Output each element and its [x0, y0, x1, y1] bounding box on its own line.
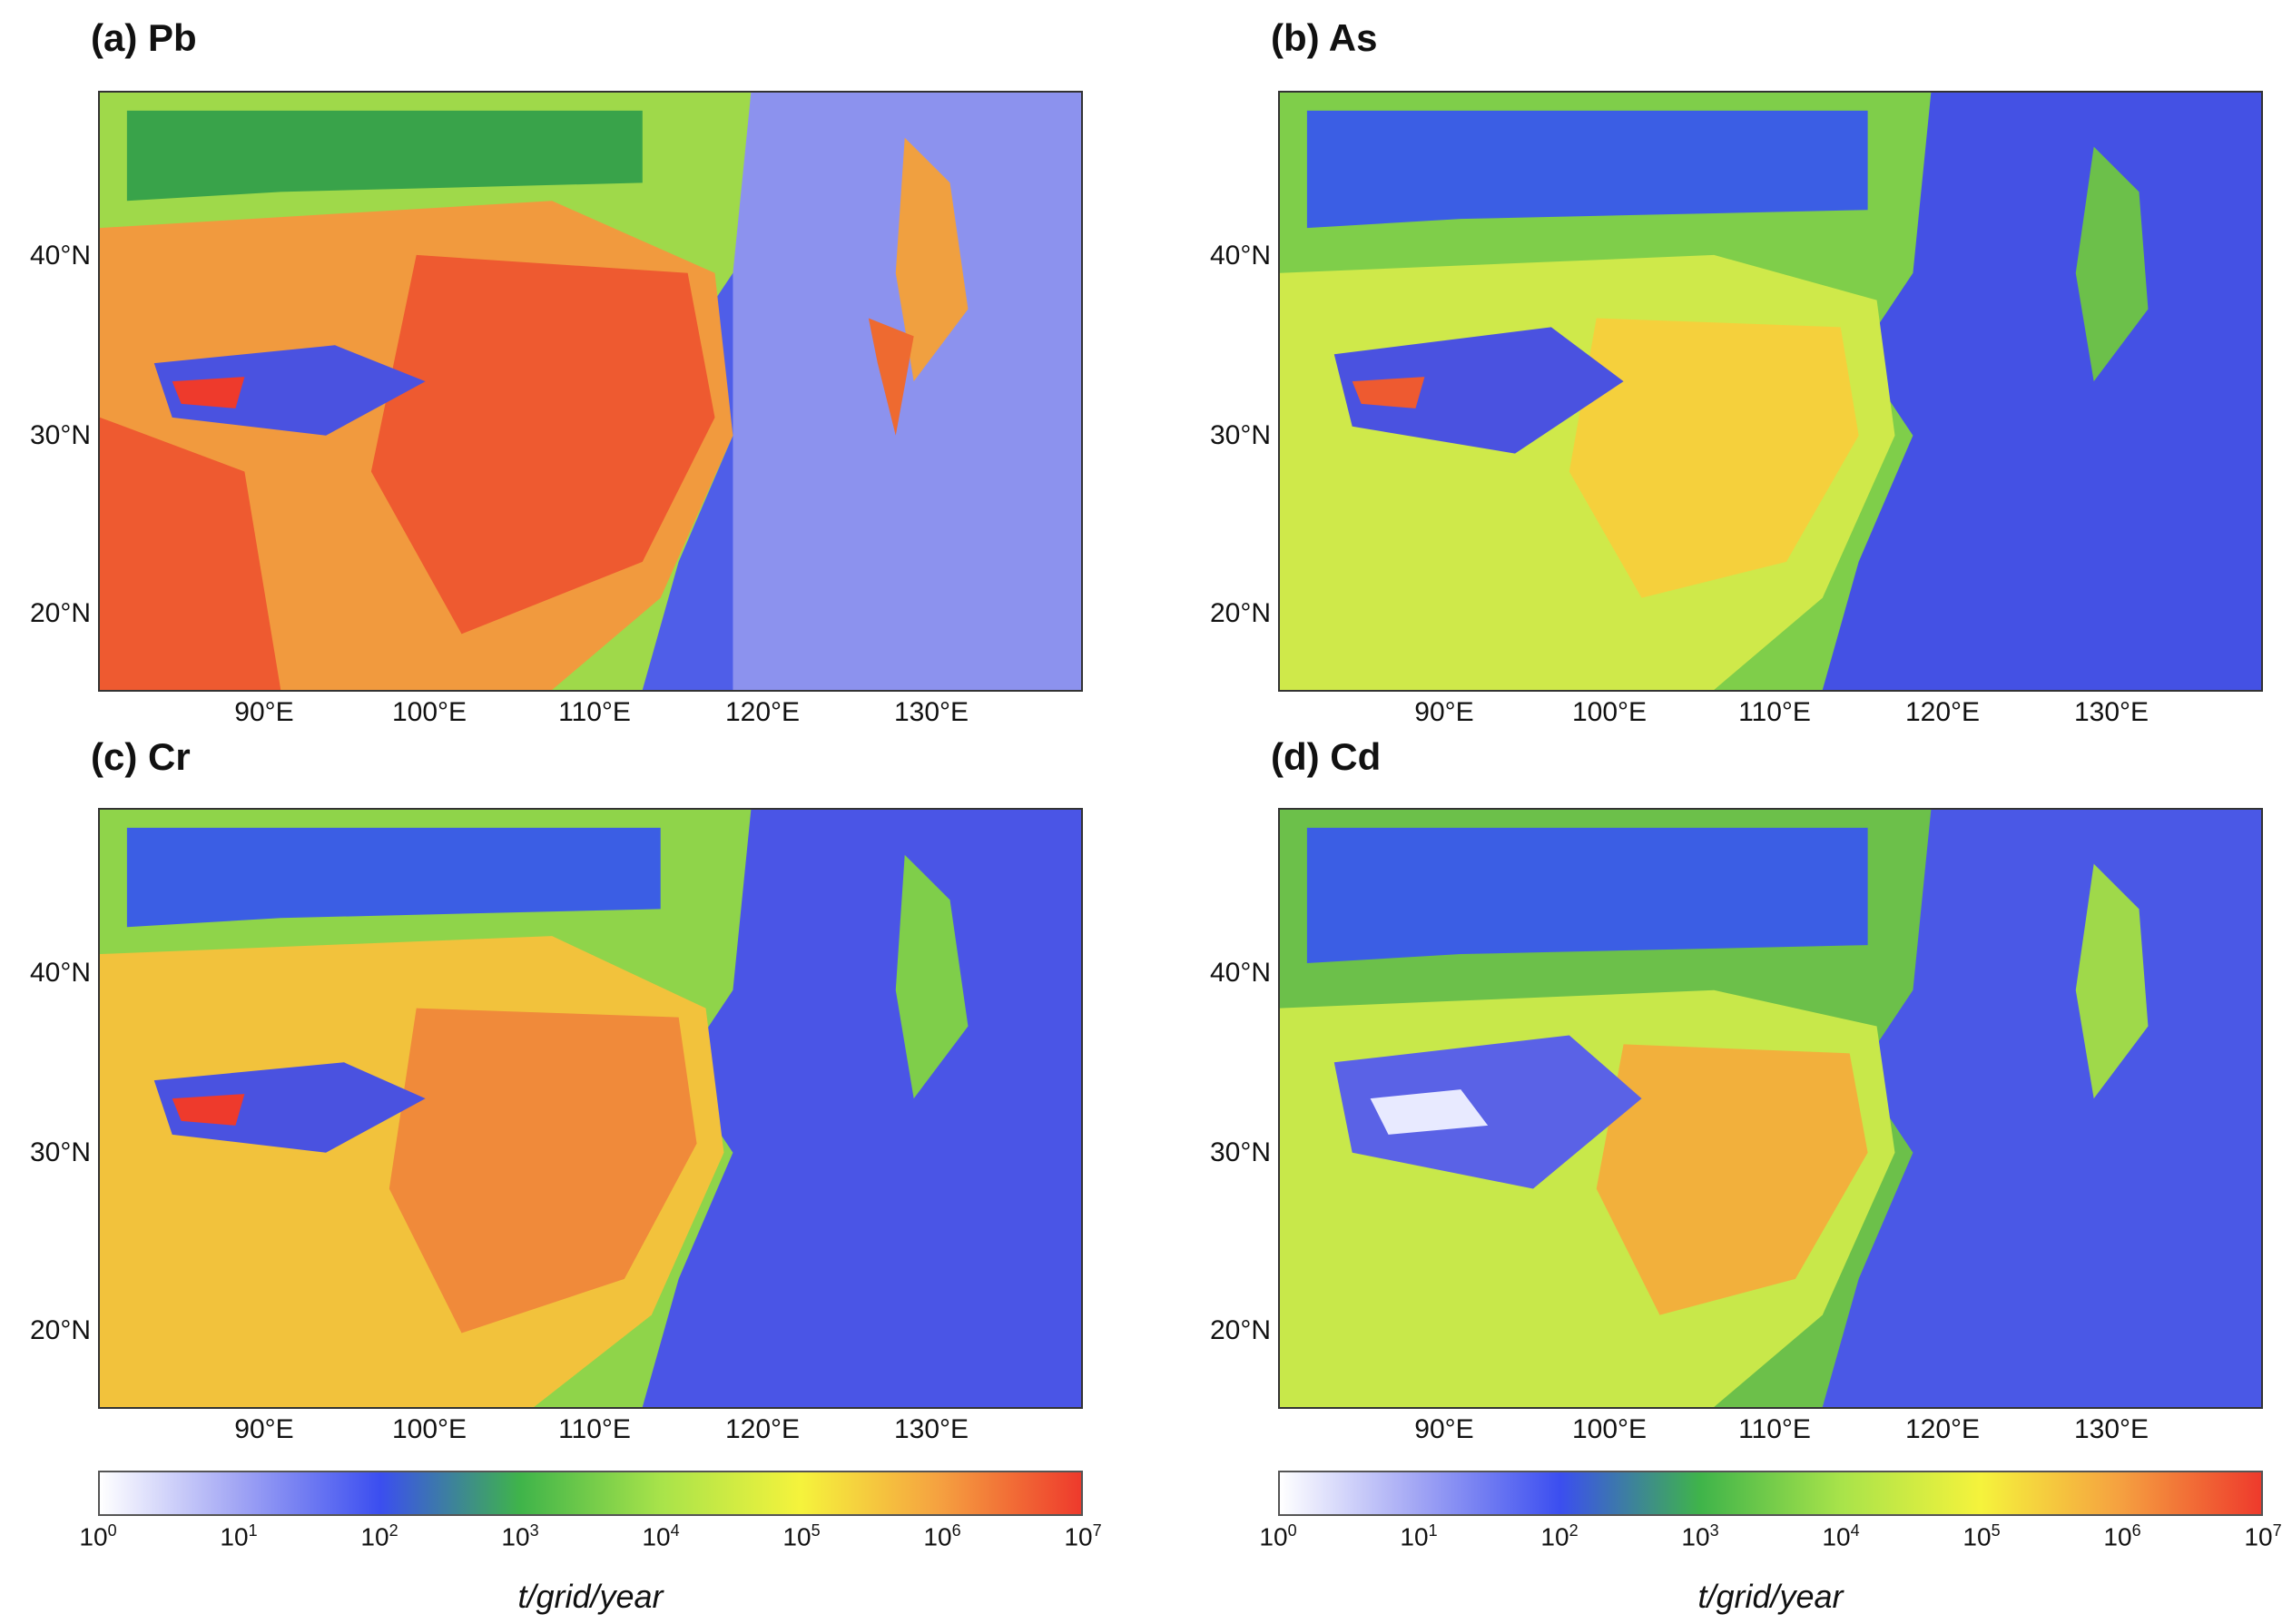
colorbar-label: t/grid/year: [517, 1578, 664, 1615]
lon-tick-label: 100°E: [1571, 697, 1648, 727]
panel-b-map: [1278, 91, 2263, 692]
lon-tick-label: 100°E: [1571, 1414, 1648, 1444]
panel-d-map: [1278, 808, 2263, 1409]
colorbar-label: t/grid/year: [1697, 1578, 1844, 1615]
colorbar-tick-label: 102: [1540, 1521, 1579, 1551]
lon-tick-label: 120°E: [724, 697, 801, 727]
panel-d-title: (d) Cd: [1271, 735, 1382, 778]
colorbar-tick-label: 105: [1962, 1521, 2001, 1551]
lon-tick-label: 130°E: [2073, 1414, 2149, 1444]
lat-tick-label: 20°N: [1209, 598, 1271, 628]
panel-c-map: [98, 808, 1083, 1409]
lat-tick-label: 40°N: [29, 958, 91, 988]
lon-tick-label: 110°E: [1738, 1414, 1811, 1444]
colorbar-tick-label: 101: [1400, 1521, 1438, 1551]
panel-d-map-svg: [1280, 810, 2261, 1407]
colorbar-tick-label: 100: [79, 1521, 117, 1551]
lon-tick-label: 130°E: [893, 1414, 969, 1444]
colorbar-tick-label: 104: [642, 1521, 680, 1551]
colorbar-tick-label: 107: [2244, 1521, 2282, 1551]
lon-tick-label: 110°E: [558, 697, 631, 727]
lon-tick-label: 120°E: [1904, 697, 1981, 727]
lon-tick-label: 90°E: [234, 1414, 294, 1444]
colorbar-tick-label: 100: [1259, 1521, 1297, 1551]
lon-tick-label: 100°E: [391, 697, 467, 727]
lon-tick-label: 120°E: [724, 1414, 801, 1444]
lat-tick-label: 20°N: [29, 1315, 91, 1345]
colorbar-tick-label: 104: [1822, 1521, 1860, 1551]
panel-b-map-svg: [1280, 93, 2261, 690]
colorbar-tick-label: 106: [923, 1521, 961, 1551]
lat-tick-label: 40°N: [1209, 958, 1271, 988]
panel-a-title: (a) Pb: [91, 16, 197, 59]
lat-tick-label: 30°N: [29, 1137, 91, 1167]
lon-tick-label: 90°E: [234, 697, 294, 727]
colorbar-tick-label: 102: [360, 1521, 398, 1551]
lon-tick-label: 120°E: [1904, 1414, 1981, 1444]
colorbar: [1278, 1471, 2263, 1516]
colorbar-tick-label: 101: [220, 1521, 258, 1551]
lon-tick-label: 130°E: [2073, 697, 2149, 727]
lat-tick-label: 30°N: [1209, 420, 1271, 450]
colorbar-tick-label: 106: [2103, 1521, 2141, 1551]
lat-tick-label: 20°N: [29, 598, 91, 628]
panel-b-title: (b) As: [1271, 16, 1378, 59]
lon-tick-label: 90°E: [1414, 1414, 1474, 1444]
colorbar-tick-label: 103: [501, 1521, 539, 1551]
panel-c-map-svg: [100, 810, 1081, 1407]
lon-tick-label: 110°E: [558, 1414, 631, 1444]
panel-a-map: [98, 91, 1083, 692]
colorbar: [98, 1471, 1083, 1516]
colorbar-tick-label: 105: [782, 1521, 821, 1551]
panel-a-map-svg: [100, 93, 1081, 690]
panel-c-title: (c) Cr: [91, 735, 191, 778]
lat-tick-label: 20°N: [1209, 1315, 1271, 1345]
lon-tick-label: 100°E: [391, 1414, 467, 1444]
lat-tick-label: 30°N: [29, 420, 91, 450]
lat-tick-label: 30°N: [1209, 1137, 1271, 1167]
colorbar-tick-label: 107: [1064, 1521, 1102, 1551]
lon-tick-label: 110°E: [1738, 697, 1811, 727]
lon-tick-label: 130°E: [893, 697, 969, 727]
lat-tick-label: 40°N: [29, 241, 91, 271]
lon-tick-label: 90°E: [1414, 697, 1474, 727]
lat-tick-label: 40°N: [1209, 241, 1271, 271]
colorbar-tick-label: 103: [1681, 1521, 1719, 1551]
